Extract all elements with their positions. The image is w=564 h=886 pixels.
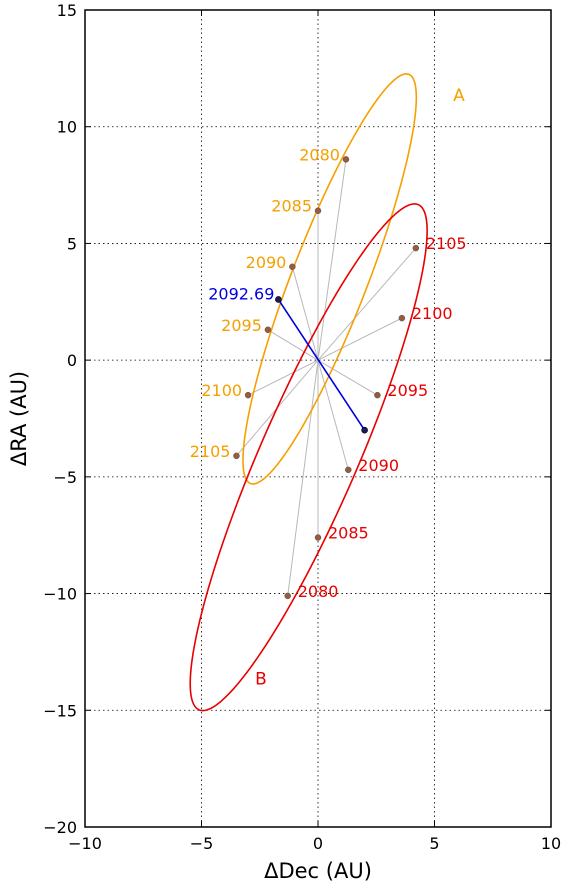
line-of-nodes: 2092.69	[208, 284, 368, 434]
orbit-ellipses	[189, 73, 428, 712]
node-label: 2092.69	[208, 284, 274, 303]
epoch-labels: 2080 2085 2090 2095 2100 2105 A 2080 2085 2090 209…	[190, 86, 467, 690]
epoch-marker	[244, 391, 252, 399]
epoch-marker	[314, 534, 322, 541]
epoch-ray	[317, 360, 349, 470]
epoch-marker	[345, 466, 352, 474]
epoch-marker	[342, 156, 350, 163]
axis-ticks: −10 −5 0 5 10 −20 −15 −10 −5 0 5 10 15	[43, 1, 561, 853]
epoch-label: 2085	[328, 524, 369, 543]
node-line	[277, 299, 366, 431]
orbit-a-ellipse	[242, 73, 418, 485]
orbit-name-label: B	[255, 670, 267, 690]
epoch-marker	[264, 326, 272, 334]
epoch-label: 2105	[190, 442, 231, 461]
epoch-marker	[374, 391, 381, 399]
epoch-ray	[267, 329, 319, 361]
y-tick-label: 10	[57, 118, 77, 137]
epoch-rays	[236, 159, 417, 596]
epoch-label: 2095	[221, 316, 262, 335]
epoch-ray	[317, 317, 403, 361]
epoch-marker	[398, 314, 406, 322]
epoch-label: 2080	[298, 582, 339, 601]
y-axis-title: ΔRA (AU)	[7, 371, 31, 466]
epoch-markers	[233, 156, 420, 600]
epoch-marker	[233, 452, 240, 460]
y-tick-label: −20	[43, 818, 77, 837]
epoch-ray	[247, 359, 319, 396]
x-tick-label: −5	[190, 834, 214, 853]
y-tick-label: 15	[57, 1, 77, 20]
orbit-b-ellipse	[189, 203, 428, 712]
epoch-label: 2100	[201, 381, 242, 400]
epoch-ray	[317, 359, 378, 396]
x-tick-label: 10	[541, 834, 561, 853]
y-tick-label: 5	[67, 234, 77, 253]
epoch-ray	[317, 247, 417, 361]
orbit-name-label: A	[453, 86, 465, 106]
grid-lines	[85, 10, 551, 827]
epoch-marker	[284, 592, 291, 600]
epoch-label: 2080	[299, 145, 340, 164]
epoch-label: 2105	[426, 234, 467, 253]
epoch-label: 2085	[271, 197, 312, 216]
node-point	[275, 296, 282, 303]
y-tick-label: 0	[67, 351, 77, 370]
epoch-label: 2095	[387, 381, 428, 400]
x-tick-label: 0	[313, 834, 323, 853]
epoch-ray	[317, 159, 347, 361]
node-point	[361, 426, 368, 434]
x-axis-title: ΔDec (AU)	[264, 859, 372, 883]
epoch-label: 2090	[246, 253, 287, 272]
epoch-ray	[287, 360, 319, 596]
epoch-marker	[314, 207, 322, 214]
y-tick-label: −10	[43, 585, 77, 604]
epoch-ray	[291, 266, 319, 361]
y-tick-label: −5	[53, 468, 77, 487]
x-tick-label: 5	[429, 834, 439, 853]
y-tick-label: −15	[43, 701, 77, 720]
epoch-label: 2090	[358, 456, 399, 475]
epoch-marker	[289, 263, 296, 271]
x-tick-label: −10	[68, 834, 102, 853]
epoch-label: 2100	[412, 304, 453, 323]
epoch-marker	[412, 244, 420, 252]
